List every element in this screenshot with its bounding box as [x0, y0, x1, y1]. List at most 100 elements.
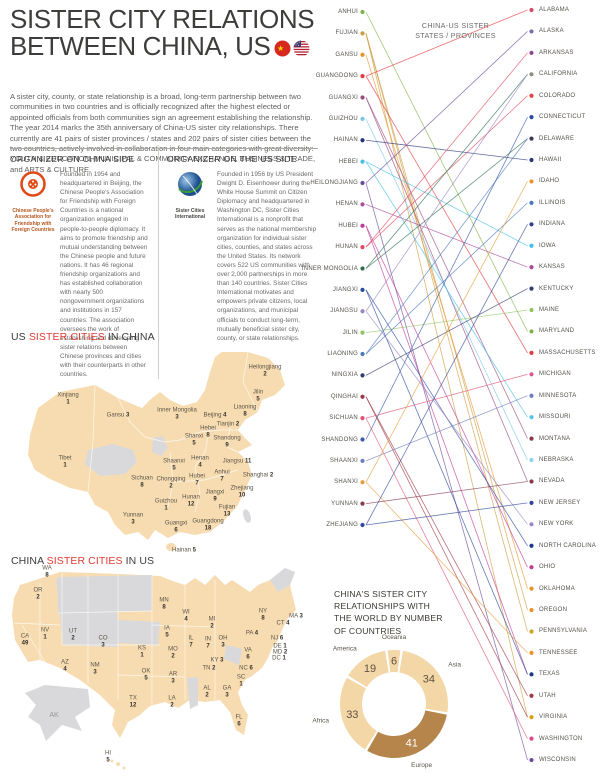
china-map-label: Jiangxi 9: [205, 489, 225, 502]
china-map-label: Fujian 13: [218, 504, 236, 517]
donut-category-label: Asia: [448, 662, 461, 669]
organizer-china-heading: ORGANIZER ON CHINA SIDE: [10, 154, 135, 164]
donut-value: 6: [391, 656, 397, 668]
china-map-label: Hainan 5: [171, 547, 197, 554]
province-dot: [360, 159, 365, 164]
donut-segment-africa: [340, 677, 377, 750]
us-map-label: NC 6: [239, 665, 253, 672]
state-dot: [529, 329, 534, 334]
state-label: OKLAHOMA: [539, 585, 576, 592]
us-map-label: DE 1: [273, 643, 287, 650]
us-map-label: KY 3: [210, 657, 224, 664]
connection-line: [365, 52, 528, 248]
us-map-label: OH 3: [218, 635, 228, 648]
connection-line: [365, 502, 528, 526]
us-map-label: IL 7: [188, 635, 194, 648]
state-dot: [529, 265, 534, 270]
connection-line: [365, 9, 528, 77]
china-map-label: Zhejiang 10: [230, 485, 254, 498]
china-map-label: Sichuan 8: [131, 475, 153, 488]
connection-line: [365, 138, 528, 269]
state-dot: [529, 307, 534, 313]
state-label: PENNSYLVANIA: [539, 628, 588, 635]
connection-line: [365, 95, 528, 248]
us-map-label: CT 4: [276, 620, 290, 627]
province-label: GUANGXI: [328, 94, 358, 101]
province-label: QINGHAI: [330, 393, 358, 400]
cpaffc-logo: Chinese People's Association for Friends…: [10, 170, 56, 379]
connection-line: [365, 31, 528, 184]
china-flag-icon: ★: [274, 40, 291, 57]
province-label: SICHUAN: [329, 415, 358, 422]
connection-line: [365, 33, 528, 611]
province-dot: [360, 287, 365, 292]
province-label: INNER MONGOLIA: [301, 265, 358, 272]
state-label: MASSACHUSETTS: [539, 349, 596, 356]
connection-line: [365, 396, 528, 718]
state-label: KANSAS: [539, 264, 565, 271]
state-dot: [529, 350, 534, 355]
donut-value: 34: [423, 673, 435, 685]
donut-category-label: America: [333, 645, 357, 652]
state-dot: [529, 500, 534, 505]
connection-line: [365, 116, 528, 440]
connection-line: [365, 289, 528, 546]
flow-diagram-heading: CHINA-US SISTER STATES / PROVINCES: [415, 21, 496, 40]
connection-line: [365, 481, 528, 505]
donut-value: 33: [346, 709, 358, 721]
us-map-label: NV 1: [40, 627, 50, 640]
state-dot: [529, 522, 534, 527]
china-map-label: Heilongjiang 2: [248, 364, 282, 377]
us-map-label: LA 2: [168, 695, 176, 708]
state-dot: [529, 650, 534, 656]
us-map-label: MN 8: [159, 597, 169, 610]
svg-text:★: ★: [277, 44, 284, 53]
state-dot: [529, 543, 534, 548]
province-dot: [360, 351, 365, 357]
state-label: MARYLAND: [539, 328, 575, 335]
china-map-label: Anhui 7: [214, 469, 230, 482]
us-map-label: TX 12: [129, 695, 137, 708]
state-dot: [529, 736, 534, 741]
us-flag-icon: [293, 40, 310, 57]
qinghai-gray-region: [85, 444, 137, 476]
connection-line: [365, 417, 528, 739]
us-map: [12, 568, 296, 770]
state-label: WISCONSIN: [539, 757, 576, 764]
us-map-title: CHINA SISTER CITIES IN US: [11, 555, 155, 567]
sci-logo: Sister Cities International: [167, 170, 213, 343]
connection-line: [365, 54, 528, 589]
state-label: MICHIGAN: [539, 371, 571, 378]
us-map-label: AR 3: [168, 671, 178, 684]
state-dot: [529, 200, 534, 205]
state-label: VIRGINIA: [539, 714, 568, 721]
china-map-label: Shanghai 2: [242, 472, 274, 479]
state-label: IOWA: [539, 242, 556, 249]
china-map-label: Shanxi 5: [184, 433, 204, 446]
state-label: HAWAII: [539, 157, 562, 163]
connection-line: [365, 161, 528, 247]
state-dot: [529, 757, 534, 763]
organizer-us: ORGANIZER ON THE US SIDE Sister Cities I…: [158, 148, 318, 380]
province-dot: [360, 480, 365, 485]
connection-line: [365, 202, 528, 355]
us-map-label: CO 3: [98, 635, 108, 648]
us-map-label: NM 3: [90, 662, 100, 675]
donut-segment-oceania: [387, 650, 401, 673]
state-dot: [529, 415, 534, 420]
china-map-label: Guangdong 18: [192, 518, 224, 531]
province-label: FUJIAN: [335, 30, 358, 37]
china-map-label: Xinjiang 1: [57, 392, 79, 405]
connection-line: [365, 373, 528, 419]
page-title: SISTER CITY RELATIONS BETWEEN CHINA, US ★: [10, 6, 330, 59]
organizers-section: ORGANIZER ON CHINA SIDE Chinese People's…: [10, 148, 318, 380]
us-map-label: AK: [49, 712, 59, 720]
state-label: NEW YORK: [539, 521, 574, 528]
province-label: HAINAN: [333, 137, 358, 144]
hawaii-islands: [110, 759, 126, 770]
province-label: GANSU: [335, 51, 358, 58]
province-dot: [360, 180, 365, 186]
state-dot: [529, 393, 534, 398]
state-label: MISSOURI: [539, 414, 571, 421]
